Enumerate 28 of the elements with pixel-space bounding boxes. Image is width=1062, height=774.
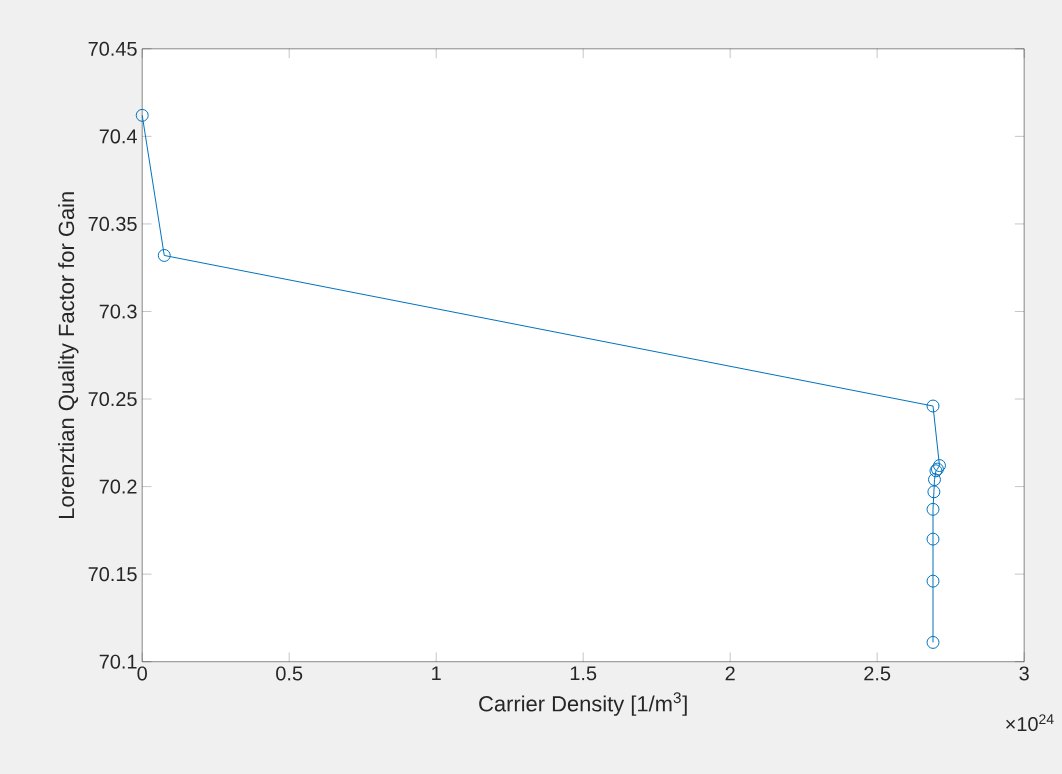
x-tick-label: 1.5 — [570, 666, 597, 681]
point — [926, 502, 940, 516]
x-tick-label: 2 — [725, 666, 735, 681]
y-tick-label: 70.1 — [99, 654, 137, 669]
point — [926, 532, 940, 546]
x-tick-label: 1 — [432, 666, 441, 680]
x-axis-title: Carrier Density [1/m$^{3}$] — [479, 692, 687, 716]
point — [926, 399, 940, 413]
point — [928, 472, 941, 486]
point — [135, 108, 149, 122]
x-tick-label: 2.5 — [864, 666, 891, 681]
y-axis-title: Lorenztian Quality Factor for Gain — [58, 192, 79, 518]
x-tick-label: 3 — [1019, 666, 1029, 681]
y-tick-label: 70.3 — [99, 304, 137, 319]
y-tick-label: 70.15 — [88, 566, 137, 582]
point — [926, 574, 940, 588]
point — [157, 248, 171, 262]
y-tick-label: 70.25 — [88, 391, 137, 406]
point — [926, 635, 940, 649]
y-tick-label: 70.2 — [99, 479, 137, 494]
point — [927, 485, 941, 499]
point — [933, 458, 946, 472]
text: ×10$^{24}$ — [1006, 714, 1054, 731]
y-tick-label: 70.35 — [88, 216, 137, 231]
x-tick-label: 0.5 — [276, 666, 303, 681]
y-tick-label: 70.4 — [99, 129, 137, 144]
x-tick-label: 0 — [137, 666, 147, 681]
y-tick-label: 70.45 — [88, 41, 137, 56]
